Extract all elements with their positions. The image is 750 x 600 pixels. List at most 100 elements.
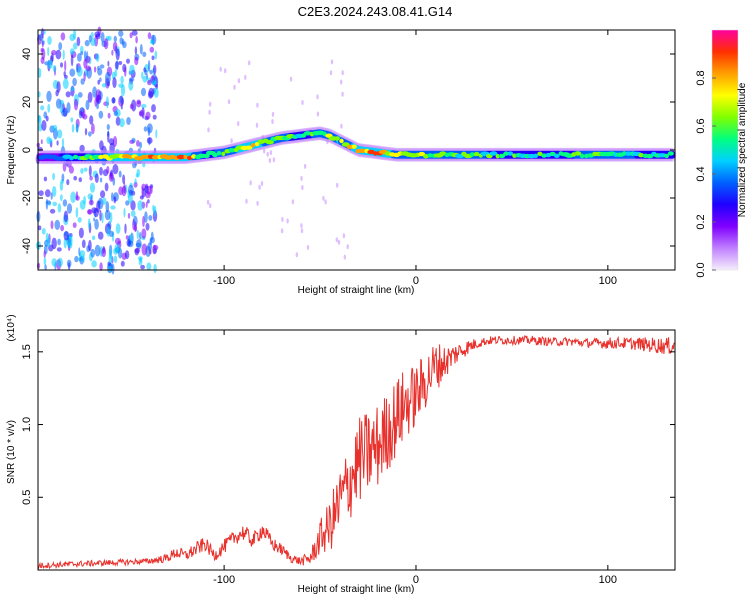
heatmap-noise-cell — [112, 77, 117, 89]
heatmap-ridge-peak — [216, 151, 222, 156]
heatmap-noise-cell — [89, 115, 94, 125]
colorbar-ticks: 0.0 0.2 0.4 0.6 0.8 — [695, 70, 716, 278]
heatmap-noise-cell — [129, 64, 135, 75]
heatmap-noise-cell — [43, 176, 48, 182]
heatmap-noise-cell — [40, 105, 45, 111]
heatmap-ridge-peak — [339, 138, 344, 144]
heatmap-noise-cell — [66, 179, 70, 186]
heatmap-noise-cell — [64, 60, 67, 72]
heatmap-noise-cell — [60, 32, 66, 41]
heatmap-noise-cell — [123, 207, 126, 218]
heatmap-noise-cell — [60, 224, 64, 232]
heatmap-noise-cell — [301, 185, 304, 191]
heatmap-noise-cell — [108, 172, 114, 182]
heatmap-noise-cell — [124, 66, 127, 77]
heatmap-noise-cell — [63, 71, 66, 77]
heatmap-noise-cell — [115, 223, 121, 234]
y-tick-label: 0 — [21, 147, 33, 153]
heatmap-noise-cell — [111, 49, 114, 56]
heatmap-noise-cell — [72, 77, 77, 87]
heatmap-noise-cell — [134, 248, 140, 256]
heatmap-noise-cell — [79, 144, 85, 153]
heatmap-noise-cell — [148, 215, 153, 221]
heatmap-noise-cell — [88, 239, 92, 252]
heatmap-noise-cell — [118, 61, 123, 65]
heatmap-noise-cell — [340, 79, 343, 85]
heatmap-noise-cell — [111, 97, 116, 104]
heatmap-noise-cell — [43, 250, 46, 258]
heatmap-noise-cell — [52, 124, 58, 132]
heatmap-noise-cell — [144, 211, 148, 224]
heatmap-noise-cell — [41, 120, 47, 131]
heatmap-noise-cell — [118, 170, 122, 178]
heatmap-noise-cell — [322, 195, 325, 201]
heatmap-noise-cell — [94, 173, 99, 183]
heatmap-noise-cell — [127, 184, 134, 195]
heatmap-noise-cell — [269, 150, 273, 156]
heatmap-noise-cell — [95, 53, 100, 62]
snr-ticks: -100 0 100 0.5 1.0 1.5 — [21, 330, 675, 586]
heatmap-noise-cell — [139, 257, 142, 263]
heatmap-noise-cell — [107, 112, 111, 119]
y-tick-label: 20 — [21, 96, 33, 108]
heatmap-noise-cell — [99, 77, 102, 82]
heatmap-noise-cell — [37, 115, 42, 125]
heatmap-noise-cell — [125, 235, 129, 240]
heatmap-noise-cell — [105, 71, 111, 84]
figure-title: C2E3.2024.243.08.41.G14 — [298, 4, 453, 19]
heatmap-noise-cell — [227, 99, 231, 105]
heatmap-noise-cell — [335, 237, 338, 243]
heatmap-noise-cell — [57, 238, 61, 246]
heatmap-noise-cell — [65, 91, 71, 98]
heatmap-noise-cell — [224, 68, 227, 74]
heatmap-noise-cell — [126, 58, 130, 64]
heatmap-noise-cell — [91, 123, 95, 135]
heatmap-ridge-peak — [176, 154, 186, 160]
heatmap-noise-cell — [135, 173, 139, 178]
heatmap-noise-cell — [108, 254, 113, 264]
x-tick-label: -100 — [213, 275, 235, 287]
heatmap-noise-cell — [245, 198, 248, 204]
heatmap-noise-cell — [51, 258, 58, 267]
heatmap-noise-cell — [78, 227, 84, 239]
heatmap-noise-cell — [94, 244, 101, 257]
heatmap-noise-cell — [341, 70, 344, 76]
heatmap-noise-cell — [73, 175, 78, 181]
heatmap-noise-cell — [300, 228, 304, 234]
heatmap-noise-cell — [91, 207, 97, 214]
heatmap-noise-cell — [295, 252, 298, 258]
heatmap-noise-cell — [120, 104, 123, 110]
heatmap-noise-cell — [256, 200, 259, 206]
heatmap-noise-cell — [74, 255, 79, 263]
heatmap-noise-cell — [130, 200, 136, 211]
heatmap-ridge-peak — [664, 153, 669, 159]
spectrogram-panel: -100 0 100 -40 -20 0 20 40 Height of straight l… — [6, 26, 677, 296]
heatmap-noise-cell — [106, 226, 111, 237]
heatmap-noise-cell — [55, 98, 62, 109]
heatmap-noise-cell — [139, 231, 142, 240]
heatmap-noise-cell — [300, 175, 303, 181]
heatmap-noise-cell — [38, 225, 42, 231]
heatmap-noise-cell — [80, 45, 84, 54]
heatmap-noise-cell — [237, 121, 240, 127]
heatmap-noise-cell — [122, 174, 126, 184]
heatmap-noise-cell — [230, 138, 233, 144]
heatmap-noise-cell — [88, 165, 92, 177]
heatmap-noise-cell — [70, 54, 74, 67]
heatmap-noise-cell — [129, 32, 133, 39]
heatmap-noise-cell — [62, 199, 68, 207]
heatmap-noise-cell — [88, 35, 92, 43]
heatmap-noise-cell — [89, 182, 96, 193]
heatmap-noise-cell — [126, 239, 131, 247]
heatmap-noise-cell — [340, 123, 343, 129]
heatmap-noise-cell — [260, 181, 264, 186]
heatmap-noise-cell — [66, 159, 72, 168]
colorbar-tick-label: 0.8 — [695, 70, 707, 85]
heatmap-ridge-peak — [423, 154, 429, 159]
heatmap-ridge-peak — [533, 153, 539, 158]
snr-marks — [37, 334, 675, 570]
heatmap-noise-cell — [108, 266, 112, 273]
snr-scale-label: (x10⁴) — [6, 314, 17, 341]
spectrogram-marks — [35, 26, 677, 275]
heatmap-noise-cell — [54, 219, 61, 230]
